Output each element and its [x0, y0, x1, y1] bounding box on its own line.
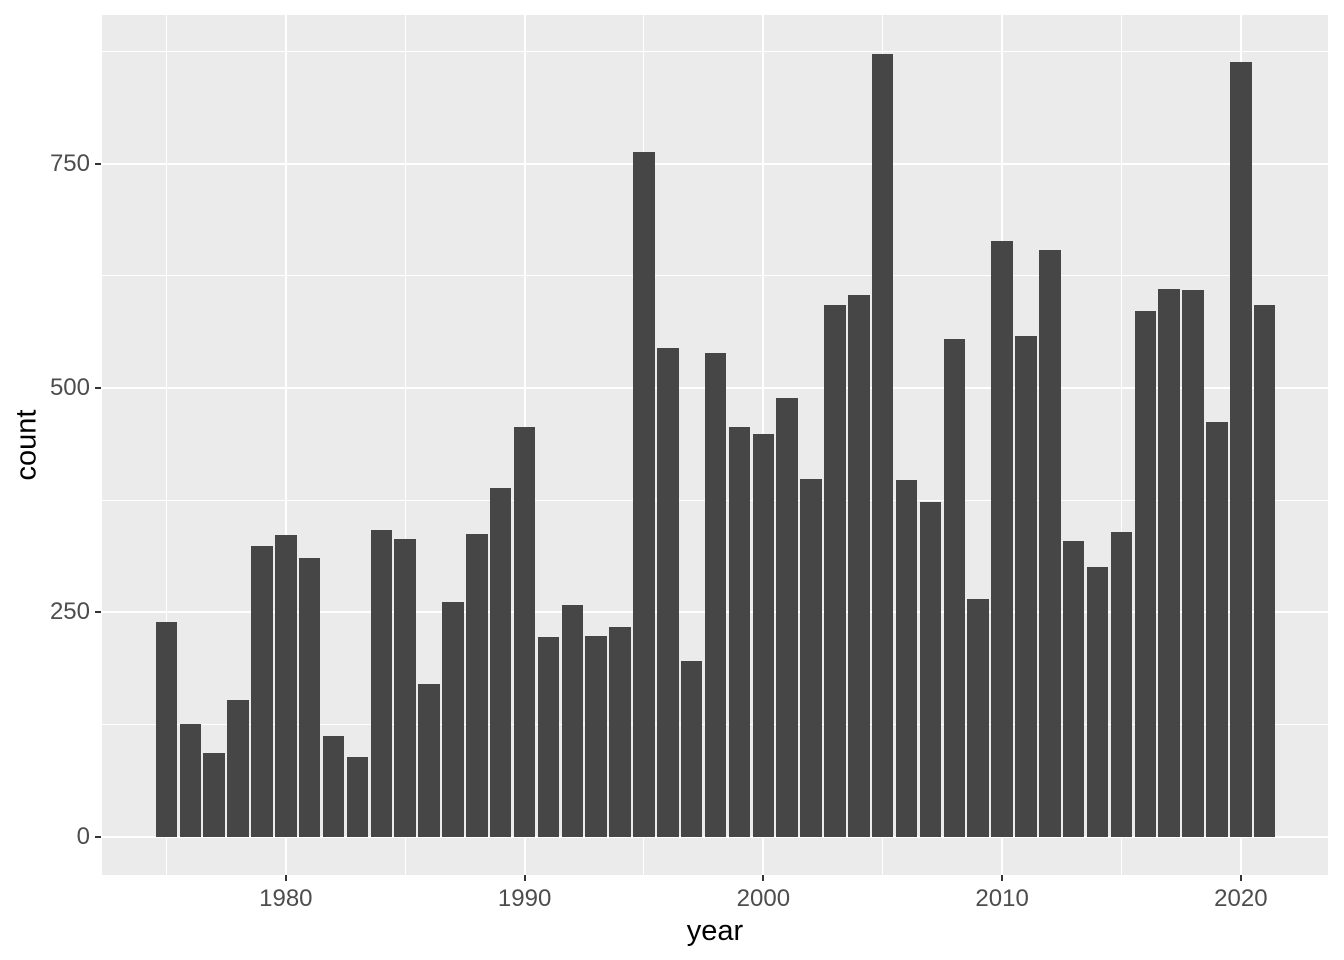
bar-1999 — [728, 427, 751, 837]
x-tick-mark-2010 — [1001, 875, 1004, 881]
bar-2016 — [1134, 310, 1157, 837]
bar-1978 — [227, 700, 249, 837]
bar-1976 — [179, 723, 202, 837]
bar-1993 — [585, 635, 607, 837]
bar-1983 — [346, 756, 369, 837]
bar-2021 — [1253, 305, 1276, 837]
y-tick-label-750: 750 — [49, 149, 90, 177]
y-tick-label-250: 250 — [49, 598, 90, 626]
bar-2020 — [1230, 62, 1252, 837]
bar-1992 — [561, 605, 584, 837]
bar-1991 — [537, 637, 560, 837]
gridline-minor-horizontal — [102, 50, 1328, 52]
bar-1975 — [155, 622, 178, 837]
bar-2013 — [1062, 540, 1085, 837]
plot-panel — [102, 15, 1328, 875]
bar-1997 — [680, 660, 703, 837]
bar-2009 — [967, 598, 989, 837]
gridline-minor-vertical — [165, 15, 167, 875]
gridline-minor-horizontal — [102, 275, 1328, 277]
gridline-major-vertical — [284, 15, 287, 875]
x-tick-mark-2000 — [762, 875, 765, 881]
gridline-minor-vertical — [404, 15, 406, 875]
bar-2010 — [991, 240, 1013, 837]
bar-1986 — [418, 684, 440, 837]
bar-2003 — [824, 305, 846, 837]
bar-1977 — [203, 753, 225, 837]
bar-1981 — [298, 557, 321, 837]
x-tick-label-2000: 2000 — [736, 885, 791, 912]
bar-1988 — [466, 534, 488, 837]
x-axis-title: year — [686, 915, 744, 947]
bar-1984 — [370, 529, 393, 837]
x-tick-label-1990: 1990 — [497, 885, 552, 912]
bar-1990 — [513, 426, 536, 837]
bar-2012 — [1039, 249, 1061, 837]
y-tick-mark-250 — [95, 611, 101, 614]
bar-2002 — [800, 478, 822, 837]
x-tick-label-2020: 2020 — [1214, 885, 1268, 912]
bar-2015 — [1110, 532, 1133, 837]
bar-2007 — [919, 501, 942, 837]
bar-1982 — [322, 736, 345, 837]
x-tick-label-2010: 2010 — [975, 885, 1029, 912]
x-tick-mark-2020 — [1239, 875, 1242, 881]
bar-2017 — [1158, 289, 1180, 837]
x-tick-mark-1990 — [523, 875, 526, 881]
y-tick-mark-0 — [95, 835, 101, 838]
bar-1994 — [609, 626, 631, 837]
bar-1996 — [657, 348, 679, 837]
bar-1980 — [275, 535, 297, 837]
y-tick-mark-500 — [95, 386, 101, 389]
y-tick-label-0: 0 — [76, 822, 90, 850]
bar-1987 — [442, 602, 464, 837]
bar-2019 — [1206, 422, 1228, 837]
bar-2008 — [943, 338, 966, 837]
bar-1989 — [489, 488, 512, 837]
gridline-major-horizontal — [102, 162, 1328, 165]
bar-2000 — [752, 433, 775, 837]
bar-2005 — [871, 54, 894, 837]
bar-1985 — [394, 538, 416, 837]
y-axis-title: count — [10, 409, 43, 481]
bar-2018 — [1182, 290, 1204, 837]
bar-2011 — [1015, 335, 1037, 837]
bar-1995 — [633, 151, 655, 837]
gridline-major-horizontal — [102, 835, 1328, 838]
bar-2006 — [895, 479, 918, 837]
bar-2001 — [776, 397, 798, 837]
y-tick-label-500: 500 — [49, 373, 90, 401]
bar-2014 — [1086, 566, 1109, 837]
y-tick-mark-750 — [95, 162, 101, 165]
x-tick-label-1980: 1980 — [259, 885, 313, 912]
bar-1998 — [704, 352, 727, 837]
bar-1979 — [251, 545, 273, 837]
bar-2004 — [848, 294, 870, 837]
x-tick-mark-1980 — [284, 875, 287, 881]
gridline-minor-vertical — [1120, 15, 1122, 875]
